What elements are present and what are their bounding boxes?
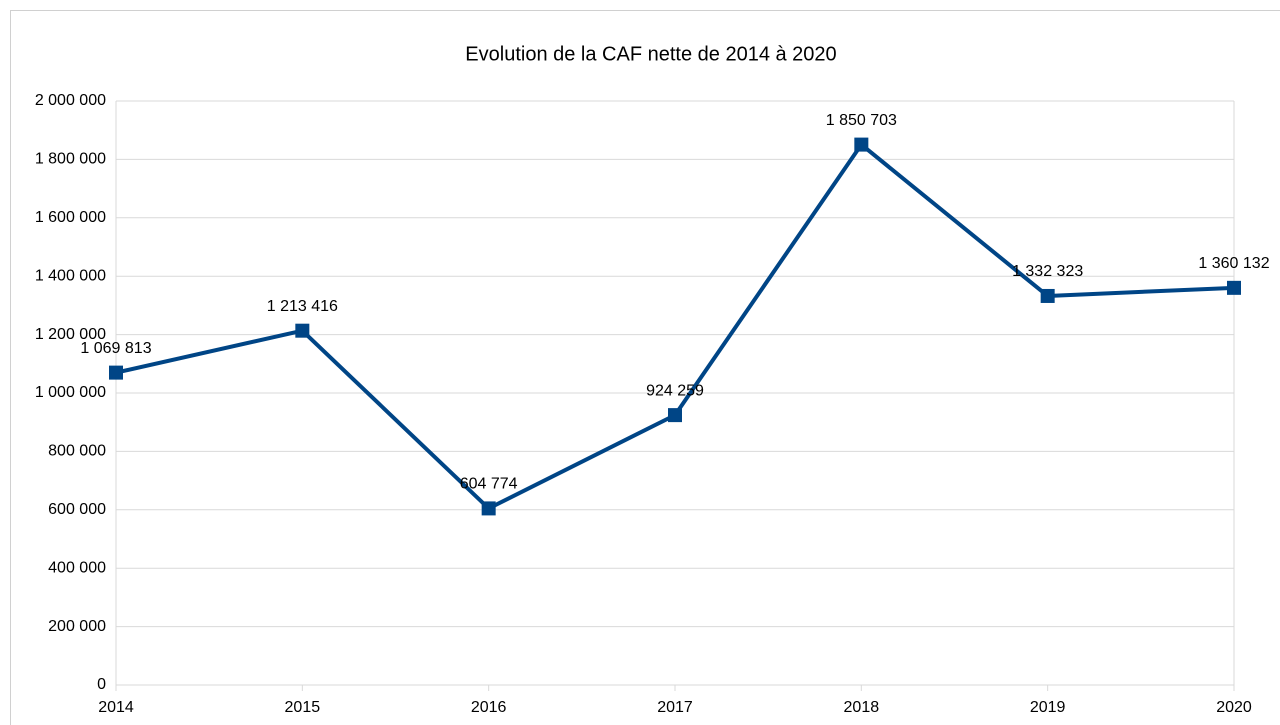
y-tick-label: 1 600 000 (35, 209, 106, 226)
x-tick-label: 2019 (1030, 699, 1066, 716)
marker (668, 408, 682, 423)
y-tick-label: 2 000 000 (35, 92, 106, 109)
marker (854, 137, 869, 152)
series-line (115, 142, 1235, 511)
y-tick-label: 600 000 (48, 501, 106, 518)
x-tick-label: 2015 (285, 699, 321, 716)
data-label: 1 360 132 (1198, 255, 1269, 272)
data-label: 1 332 323 (1012, 263, 1083, 280)
data-label: 604 774 (460, 476, 518, 493)
x-tick-label: 2018 (844, 699, 880, 716)
marker (1040, 288, 1055, 303)
y-tick-label: 1 200 000 (35, 326, 106, 343)
marker (481, 501, 496, 516)
data-label: 924 259 (646, 382, 704, 399)
chart-border (10, 10, 1280, 725)
y-tick-label: 0 (97, 676, 106, 693)
marker (109, 365, 123, 380)
y-tick-label: 800 000 (48, 443, 106, 460)
marker (1227, 280, 1241, 295)
marker (295, 323, 310, 338)
x-tick-label: 2014 (98, 699, 134, 716)
y-tick-label: 200 000 (48, 618, 106, 635)
x-tick-label: 2016 (471, 699, 507, 716)
data-label: 1 213 416 (267, 298, 338, 315)
y-tick-label: 1 400 000 (35, 267, 106, 284)
y-tick-label: 400 000 (48, 559, 106, 576)
y-tick-label: 1 800 000 (35, 151, 106, 168)
y-tick-label: 1 000 000 (35, 384, 106, 401)
x-tick-label: 2020 (1216, 699, 1252, 716)
chart-title: Evolution de la CAF nette de 2014 à 2020 (465, 43, 836, 65)
data-label: 1 069 813 (80, 340, 151, 357)
data-label: 1 850 703 (826, 112, 897, 129)
x-tick-label: 2017 (657, 699, 693, 716)
